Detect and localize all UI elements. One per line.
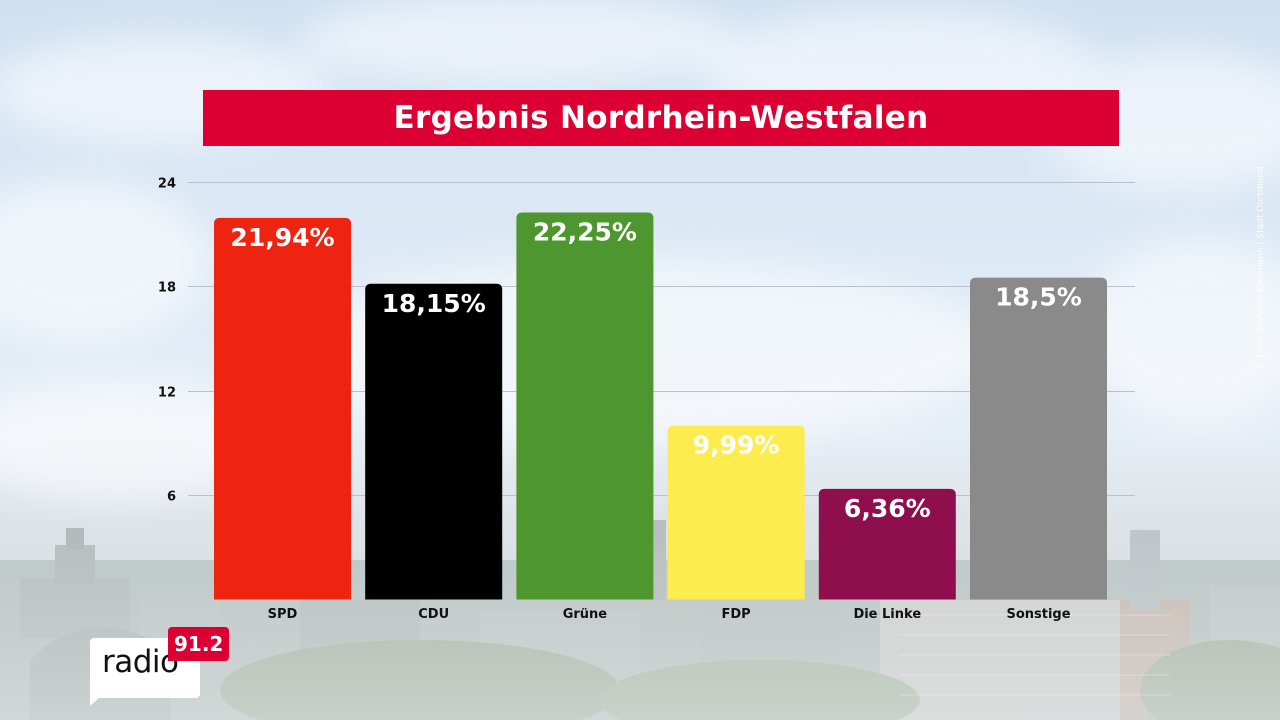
logo-wordmark: radio — [102, 644, 179, 680]
photo-credit: © Foto: Stefanie Kleemann | Stadt Dortmu… — [1256, 166, 1266, 370]
bar-sonstige — [970, 277, 1107, 600]
category-label: Die Linke — [853, 607, 921, 622]
bar-grüne — [516, 212, 654, 600]
category-label: SPD — [268, 607, 298, 622]
y-tick-label: 6 — [167, 490, 176, 505]
category-label: CDU — [418, 607, 449, 622]
y-tick-label: 18 — [158, 281, 176, 296]
data-label: 18,15% — [382, 289, 486, 318]
title-banner: Ergebnis Nordrhein-Westfalen — [203, 90, 1119, 146]
data-label: 6,36% — [844, 494, 931, 523]
logo-bubble-tail — [90, 692, 106, 706]
bar-cdu — [365, 283, 503, 600]
logo-frequency-badge: 91.2 — [168, 627, 230, 661]
data-label: 9,99% — [693, 431, 780, 460]
y-tick-label: 12 — [158, 386, 176, 401]
category-label: Grüne — [563, 607, 608, 622]
data-label: 21,94% — [230, 223, 334, 252]
data-label: 18,5% — [995, 283, 1082, 312]
bar-spd — [214, 217, 351, 600]
bars: 21,94% SPD 18,15% CDU 22,25% Grüne 9,99% FDP 6,3… — [214, 212, 1107, 622]
data-label: 22,25% — [533, 217, 637, 246]
radio-logo: radio 91.2 — [88, 622, 230, 707]
bar-fdp — [667, 425, 805, 600]
bar-die-linke — [818, 488, 956, 600]
chart-title: Ergebnis Nordrhein-Westfalen — [393, 100, 929, 136]
y-tick-label: 24 — [158, 177, 176, 192]
category-label: Sonstige — [1006, 607, 1070, 622]
category-label: FDP — [721, 607, 750, 622]
